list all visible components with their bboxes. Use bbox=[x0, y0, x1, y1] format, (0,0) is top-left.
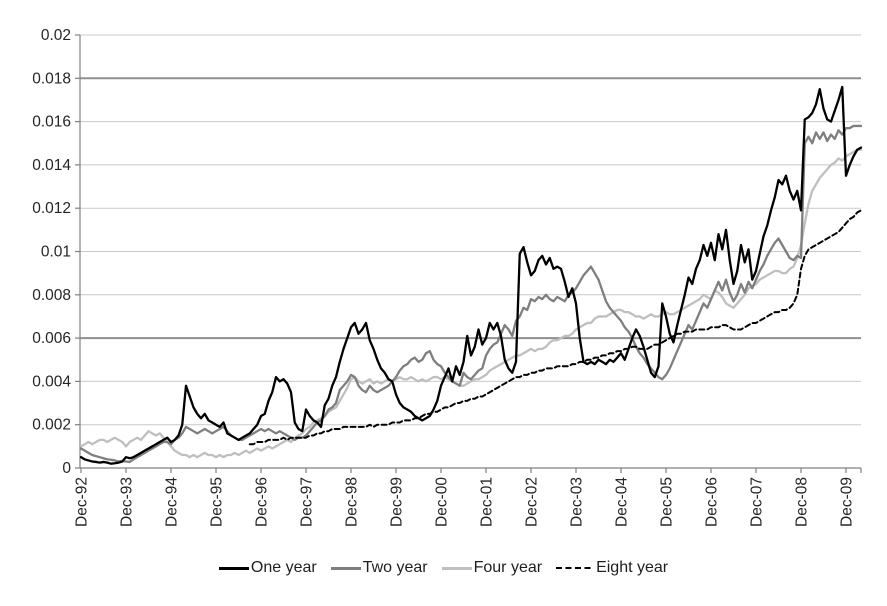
x-axis-tick-label: Dec-07 bbox=[749, 477, 766, 527]
y-axis-tick-label: 0 bbox=[62, 460, 71, 477]
x-axis-tick-label: Dec-95 bbox=[209, 477, 226, 527]
x-axis-tick-label: Dec-00 bbox=[434, 477, 451, 527]
legend-label-four-year: Four year bbox=[473, 559, 543, 576]
x-axis-tick-label: Dec-92 bbox=[74, 477, 91, 527]
y-axis-tick-label: 0.016 bbox=[32, 114, 71, 131]
x-axis-tick-label: Dec-04 bbox=[614, 477, 631, 527]
y-axis-tick-label: 0.006 bbox=[32, 330, 71, 347]
x-axis-tick-label: Dec-96 bbox=[254, 477, 271, 527]
x-axis-tick-label: Dec-01 bbox=[479, 477, 496, 527]
x-axis-tick-label: Dec-97 bbox=[299, 477, 316, 527]
x-axis-tick-label: Dec-93 bbox=[119, 477, 136, 527]
two-year-line-sample-icon bbox=[330, 566, 361, 570]
x-axis-tick-label: Dec-94 bbox=[164, 477, 181, 527]
x-axis-tick-label: Dec-03 bbox=[569, 477, 586, 527]
legend-item-two-year: Two year bbox=[330, 559, 428, 577]
legend-label-two-year: Two year bbox=[362, 559, 428, 576]
legend-item-one-year: One year bbox=[218, 559, 317, 577]
one-year-line-sample-icon bbox=[218, 566, 249, 570]
legend-item-four-year: Four year bbox=[441, 559, 543, 577]
y-axis-tick-label: 0.018 bbox=[32, 70, 71, 87]
legend-label-eight-year: Eight year bbox=[596, 559, 669, 576]
four-year-line bbox=[79, 148, 863, 459]
y-axis-tick-label: 0.008 bbox=[32, 287, 71, 304]
x-axis-tick-label: Dec-08 bbox=[794, 477, 811, 527]
y-axis-tick-label: 0.004 bbox=[32, 373, 71, 390]
y-axis-tick-label: 0.014 bbox=[32, 157, 71, 174]
two-year-line bbox=[79, 124, 863, 464]
x-axis-tick-label: Dec-09 bbox=[839, 477, 856, 527]
chart-legend: One year Two year Four year Eight year bbox=[0, 559, 887, 577]
x-axis-tick-label: Dec-98 bbox=[344, 477, 361, 527]
legend-label-one-year: One year bbox=[250, 559, 317, 576]
one-year-line bbox=[79, 85, 863, 465]
x-axis-tick-label: Dec-02 bbox=[524, 477, 541, 527]
x-axis-tick-label: Dec-99 bbox=[389, 477, 406, 527]
y-axis-tick-label: 0.01 bbox=[41, 244, 71, 261]
legend-item-eight-year: Eight year bbox=[556, 559, 668, 577]
x-axis-tick-label: Dec-06 bbox=[704, 477, 721, 527]
eight-year-line-sample-icon bbox=[556, 566, 595, 570]
line-chart: 0 0.002 0.004 0.006 0.008 0.01 0.012 0.014 0.016… bbox=[32, 27, 863, 527]
x-axis-tick-label: Dec-05 bbox=[659, 477, 676, 527]
y-axis-tick-label: 0.02 bbox=[41, 27, 71, 44]
y-axis-tick-label: 0.012 bbox=[32, 200, 71, 217]
eight-year-line bbox=[248, 209, 862, 446]
y-axis-tick-label: 0.002 bbox=[32, 417, 71, 434]
four-year-line-sample-icon bbox=[441, 566, 472, 570]
